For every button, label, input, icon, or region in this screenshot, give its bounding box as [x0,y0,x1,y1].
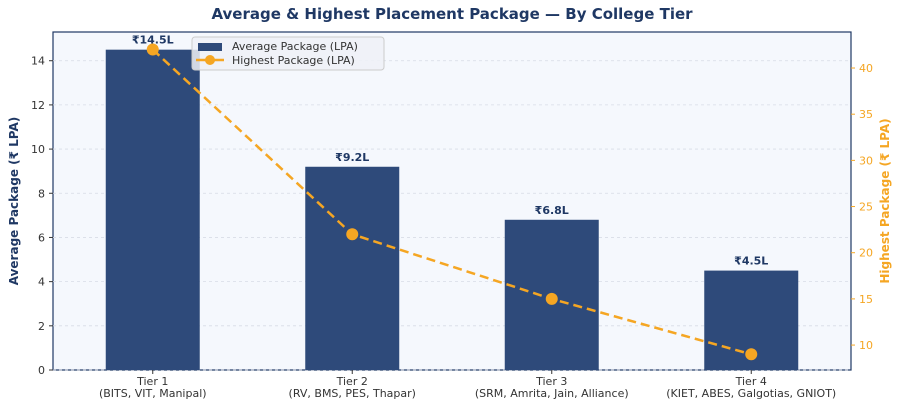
legend-swatch-average [198,43,222,51]
highest-point [545,292,558,305]
y-right-tick-label: 30 [859,154,873,167]
legend: Average Package (LPA) Highest Package (L… [191,36,385,71]
bar-data-label: ₹9.2L [335,151,369,164]
highest-point [146,43,159,56]
bar-data-label: ₹14.5L [132,34,174,47]
y-axis-label: Average Package (₹ LPA) [7,117,21,286]
x-tick-label: Tier 2 (RV, BMS, PES, Thapar) [289,375,416,400]
y-axis-right-label: Highest Package (₹ LPA) [878,118,892,283]
legend-label-average: Average Package (LPA) [232,40,358,53]
y-right-tick-label: 40 [859,62,873,75]
y-right-tick-label: 15 [859,293,873,306]
bar-data-label: ₹4.5L [734,255,768,268]
y-tick-label: 2 [38,320,45,333]
x-tick-label: Tier 1 (BITS, VIT, Manipal) [99,375,207,400]
bar [305,166,400,370]
y-tick-label: 12 [31,99,45,112]
bar [105,49,200,370]
y-right-tick-label: 20 [859,247,873,260]
highest-point [745,348,758,361]
x-tick-label: Tier 4 (KIET, ABES, Galgotias, GNIOT) [666,375,836,400]
legend-box [191,36,385,71]
legend-label-highest: Highest Package (LPA) [232,54,355,67]
y-tick-label: 10 [31,143,45,156]
bars: ₹14.5L ₹9.2L ₹6.8L ₹4.5L [105,34,799,370]
highest-point [346,228,359,241]
chart-title: Average & Highest Placement Package — By… [211,5,693,23]
y-right-tick-label: 35 [859,108,873,121]
y-tick-label: 8 [38,187,45,200]
x-tick-label: Tier 3 (SRM, Amrita, Jain, Alliance) [475,375,629,400]
y-right-tick-label: 25 [859,201,873,214]
y-tick-label: 6 [38,231,45,244]
y-tick-label: 14 [31,55,45,68]
y-right-tick-label: 10 [859,339,873,352]
bar-data-label: ₹6.8L [535,204,569,217]
axes: 0 2 4 6 8 10 12 14 10 15 20 25 30 35 40 Tier 1 (BITS, VI… [31,55,873,400]
y-tick-label: 4 [38,276,45,289]
highest-line [146,43,758,361]
legend-marker-highest [205,55,215,65]
y-tick-label: 0 [38,364,45,377]
